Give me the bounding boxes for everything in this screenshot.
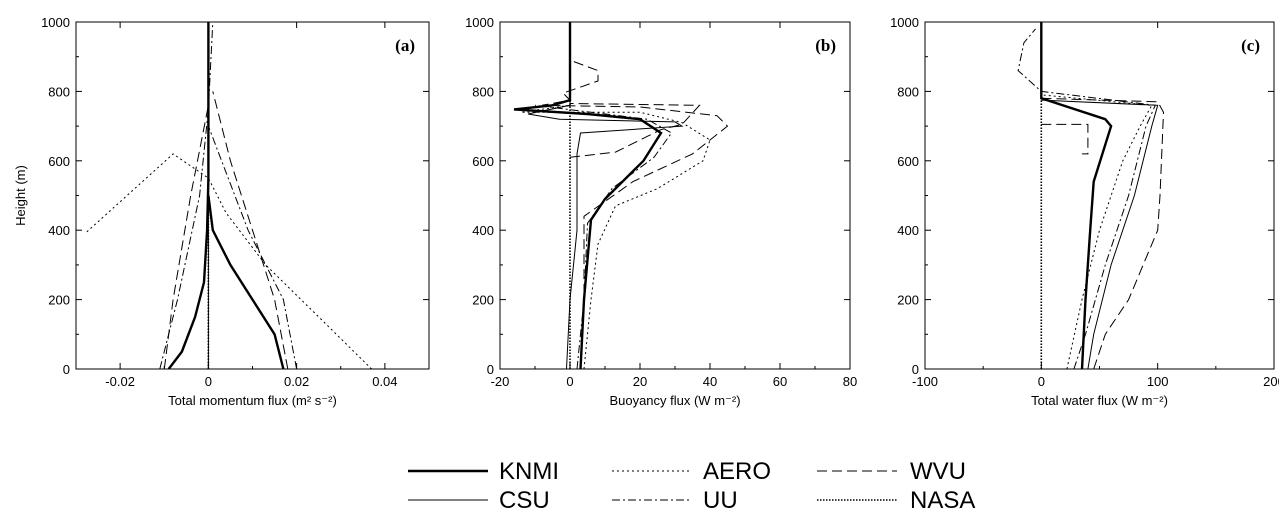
legend-label-nasa: NASA bbox=[910, 487, 975, 514]
series-line-wvu bbox=[163, 105, 209, 369]
series-line-wvu bbox=[212, 91, 289, 369]
series-line-knmi bbox=[1040, 22, 1113, 369]
panel-tag: (c) bbox=[1241, 36, 1260, 55]
y-tick-label: 400 bbox=[472, 223, 494, 238]
x-tick-label: -0.02 bbox=[105, 374, 135, 389]
y-tick-label: 600 bbox=[472, 154, 494, 169]
y-tick-label: 1000 bbox=[41, 15, 70, 30]
panel-tag: (a) bbox=[395, 36, 415, 55]
y-tick-label: 400 bbox=[48, 223, 70, 238]
x-tick-label: 40 bbox=[703, 374, 717, 389]
series-line-csu bbox=[1041, 99, 1159, 369]
series-line-csu bbox=[527, 22, 684, 369]
y-axis-title: Height (m) bbox=[13, 165, 28, 226]
y-tick-label: 0 bbox=[63, 362, 70, 377]
y-tick-label: 1000 bbox=[465, 15, 494, 30]
x-axis-title: Total water flux (W m⁻²) bbox=[1031, 393, 1168, 408]
series-line-aero bbox=[1041, 94, 1153, 369]
series-line-aero bbox=[84, 153, 372, 369]
series-line-uu bbox=[207, 125, 298, 369]
series-line-wvu bbox=[1041, 123, 1089, 155]
y-tick-label: 800 bbox=[897, 84, 919, 99]
legend-label-knmi: KNMI bbox=[499, 458, 559, 485]
plot-frame bbox=[75, 21, 430, 370]
x-tick-label: 0.04 bbox=[372, 374, 397, 389]
panel-a: -0.02 0 0.02 0.04 0 200 400 600 800 1000 Total mom… bbox=[13, 15, 430, 408]
series-line-wvu bbox=[541, 22, 729, 369]
panel-tag: (b) bbox=[815, 36, 836, 55]
x-tick-label: 20 bbox=[633, 374, 647, 389]
x-tick-label: 0 bbox=[1038, 374, 1045, 389]
plot-frame bbox=[924, 21, 1275, 370]
x-tick-label: 60 bbox=[773, 374, 787, 389]
y-tick-label: 0 bbox=[912, 362, 919, 377]
legend-label-wvu: WVU bbox=[910, 458, 966, 485]
series-line-uu bbox=[159, 22, 214, 369]
series-line-wvu bbox=[569, 103, 701, 158]
legend-label-uu: UU bbox=[703, 487, 738, 514]
x-axis-title: Total momentum flux (m² s⁻²) bbox=[168, 393, 337, 408]
y-tick-label: 1000 bbox=[890, 15, 919, 30]
y-tick-label: 800 bbox=[48, 84, 70, 99]
plot-frame bbox=[499, 21, 851, 370]
legend: KNMI AERO WVU CSU UU NASA bbox=[408, 458, 975, 514]
x-tick-label: 0.02 bbox=[284, 374, 309, 389]
series-line-uu bbox=[1017, 28, 1157, 369]
series-line-knmi bbox=[167, 22, 210, 369]
panel-c: -100010020002004006008001000Total water … bbox=[890, 15, 1279, 408]
x-tick-label: -20 bbox=[491, 374, 510, 389]
x-tick-label: 80 bbox=[843, 374, 857, 389]
series-line-wvu bbox=[1041, 97, 1165, 369]
legend-label-aero: AERO bbox=[703, 458, 771, 485]
series-line-knmi bbox=[207, 195, 285, 369]
x-tick-label: 200 bbox=[1263, 374, 1279, 389]
y-tick-label: 200 bbox=[472, 293, 494, 308]
series-line-aero bbox=[520, 104, 711, 369]
x-tick-label: -100 bbox=[912, 374, 938, 389]
x-axis-title: Buoyancy flux (W m⁻²) bbox=[609, 393, 740, 408]
series-line-uu bbox=[534, 104, 673, 369]
y-tick-label: 600 bbox=[897, 154, 919, 169]
x-tick-label: 100 bbox=[1147, 374, 1169, 389]
x-tick-label: 0 bbox=[566, 374, 573, 389]
y-tick-label: 200 bbox=[897, 293, 919, 308]
y-tick-label: 0 bbox=[487, 362, 494, 377]
x-tick-label: 0 bbox=[205, 374, 212, 389]
series-line-knmi bbox=[513, 22, 663, 369]
y-tick-label: 800 bbox=[472, 84, 494, 99]
y-tick-label: 600 bbox=[48, 154, 70, 169]
legend-label-csu: CSU bbox=[499, 487, 550, 514]
y-tick-label: 200 bbox=[48, 293, 70, 308]
y-tick-label: 400 bbox=[897, 223, 919, 238]
